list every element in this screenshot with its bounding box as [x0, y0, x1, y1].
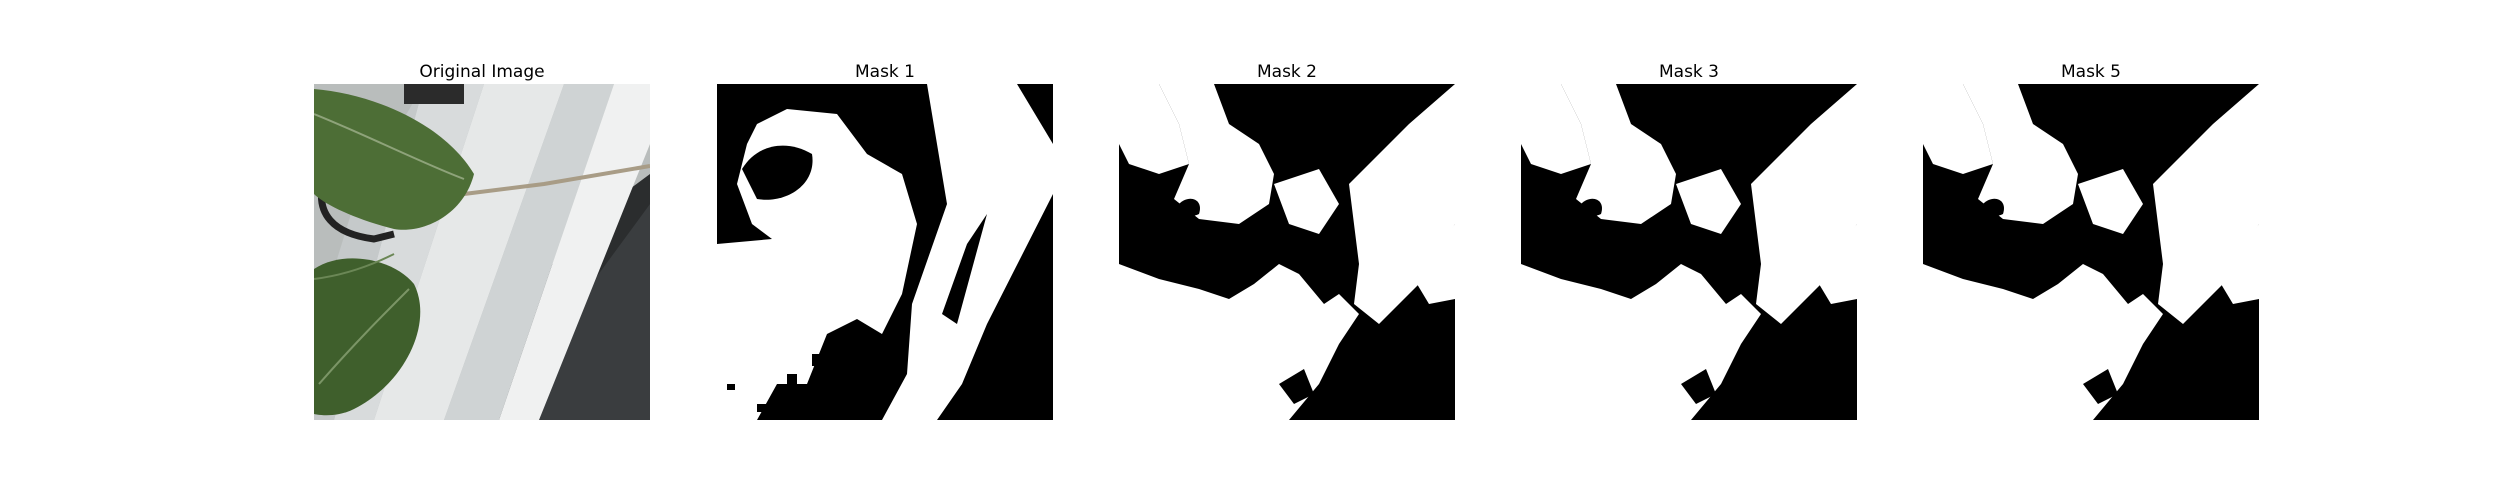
mask-1-image [717, 84, 1053, 420]
mask-5-image [1923, 84, 2259, 420]
panel-mask-2: Mask 2 [1119, 60, 1455, 420]
panel-mask-1: Mask 1 [717, 60, 1053, 420]
panel-title: Original Image [419, 62, 545, 82]
mask-3-image [1521, 84, 1857, 420]
panel-title: Mask 1 [854, 62, 915, 82]
panel-title: Mask 5 [2060, 62, 2121, 82]
panel-original-image: Original Image [314, 60, 650, 420]
panel-title: Mask 2 [1256, 62, 1317, 82]
original-photo [314, 84, 650, 420]
panel-title: Mask 3 [1658, 62, 1719, 82]
panel-mask-5: Mask 5 [1923, 60, 2259, 420]
mask-2-image [1119, 84, 1455, 420]
panel-mask-3: Mask 3 [1521, 60, 1857, 420]
